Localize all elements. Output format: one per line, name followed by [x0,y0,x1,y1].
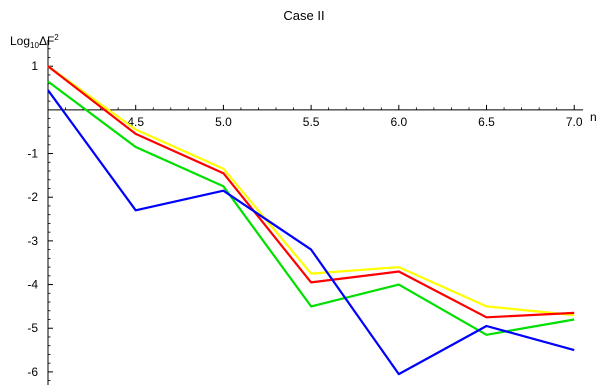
y-tick-label: -3 [27,234,38,248]
y-tick-label: -6 [27,365,38,379]
series-line-2 [47,65,575,319]
chart-title: Case II [283,8,324,23]
axes: 4.5 5.0 5.5 6.0 6.5 7.0 1 -1 -2 -3 -4 -5 -6 [27,40,583,385]
series-line-1 [47,65,575,317]
y-tick-label: -1 [27,147,38,161]
x-tick-label: 6.5 [478,115,495,129]
y-axis-title-sup: 2 [54,33,59,42]
x-tick-label: 7.0 [566,115,583,129]
x-tick-label: 4.5 [127,115,144,129]
y-axis-title-rest: ΔF [39,34,54,48]
x-tick-label: 5.0 [215,115,232,129]
series-line-3 [47,80,575,336]
x-axis-title: n [590,110,597,124]
y-tick-label: -5 [27,321,38,335]
series-layer [47,65,575,376]
x-tick-label: 6.0 [390,115,407,129]
y-tick-label: -4 [27,278,38,292]
y-tick-label: 1 [31,59,38,73]
y-tick-label: -2 [27,190,38,204]
series-line-4 [47,89,575,376]
y-axis-title: Log10ΔF2 [10,33,59,50]
y-axis-title-sub: 10 [30,41,39,50]
x-tick-label: 5.5 [303,115,320,129]
y-axis-title-main: Log [10,34,30,48]
